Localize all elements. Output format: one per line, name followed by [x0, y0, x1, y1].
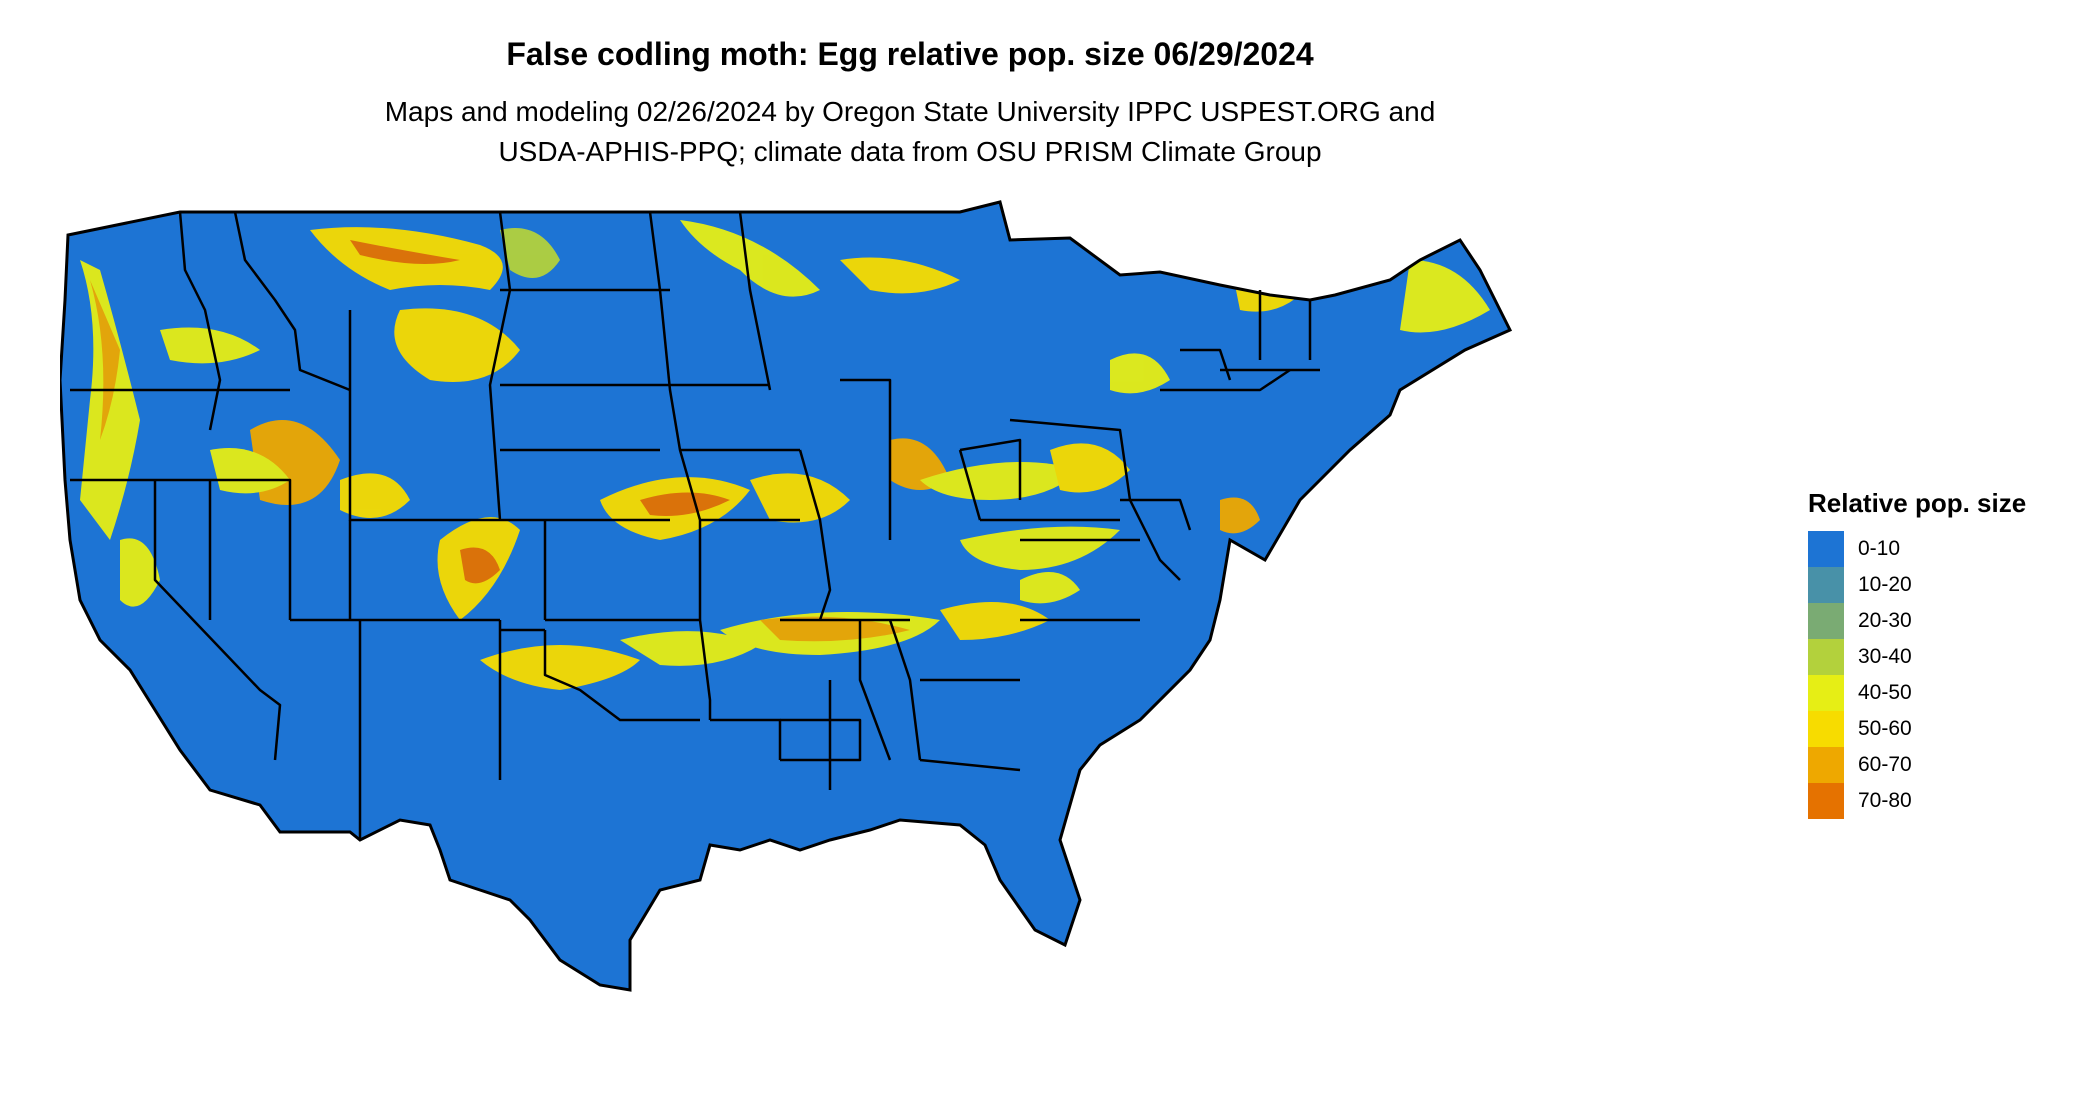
- legend-label: 20-30: [1858, 609, 1912, 632]
- us-map: [60, 200, 1512, 992]
- legend-swatch: [1808, 567, 1844, 603]
- legend-swatch: [1808, 639, 1844, 675]
- legend-label: 40-50: [1858, 681, 1912, 704]
- legend-label: 0-10: [1858, 537, 1901, 560]
- legend-title: Relative pop. size: [1808, 488, 2027, 518]
- legend-label: 10-20: [1858, 573, 1912, 596]
- legend-label: 70-80: [1858, 789, 1912, 812]
- legend-items: 0-10 10-20 20-30 30-40 40-50 50-60 60-70 70-80: [1808, 531, 2068, 819]
- legend-item: 20-30: [1808, 603, 2068, 639]
- map-legend: Relative pop. size 0-10 10-20 20-30 30-40 40…: [1808, 488, 2068, 819]
- legend-item: 40-50: [1808, 675, 2068, 711]
- legend-item: 70-80: [1808, 783, 2068, 819]
- legend-item: 50-60: [1808, 711, 2068, 747]
- legend-label: 60-70: [1858, 753, 1912, 776]
- legend-label: 50-60: [1858, 717, 1912, 740]
- state-borders: [70, 211, 1320, 840]
- legend-item: 0-10: [1808, 531, 2068, 567]
- map-subtitle: Maps and modeling 02/26/2024 by Oregon S…: [0, 92, 1820, 172]
- legend-swatch: [1808, 531, 1844, 567]
- legend-swatch: [1808, 747, 1844, 783]
- legend-item: 10-20: [1808, 567, 2068, 603]
- legend-swatch: [1808, 711, 1844, 747]
- map-base: [60, 202, 1510, 990]
- subtitle-line-1: Maps and modeling 02/26/2024 by Oregon S…: [384, 96, 1436, 127]
- map-title: False codling moth: Egg relative pop. si…: [506, 36, 1314, 72]
- legend-label: 30-40: [1858, 645, 1912, 668]
- legend-item: 60-70: [1808, 747, 2068, 783]
- legend-item: 30-40: [1808, 639, 2068, 675]
- legend-swatch: [1808, 675, 1844, 711]
- legend-swatch: [1808, 603, 1844, 639]
- subtitle-line-2: USDA-APHIS-PPQ; climate data from OSU PR…: [498, 136, 1322, 167]
- legend-swatch: [1808, 783, 1844, 819]
